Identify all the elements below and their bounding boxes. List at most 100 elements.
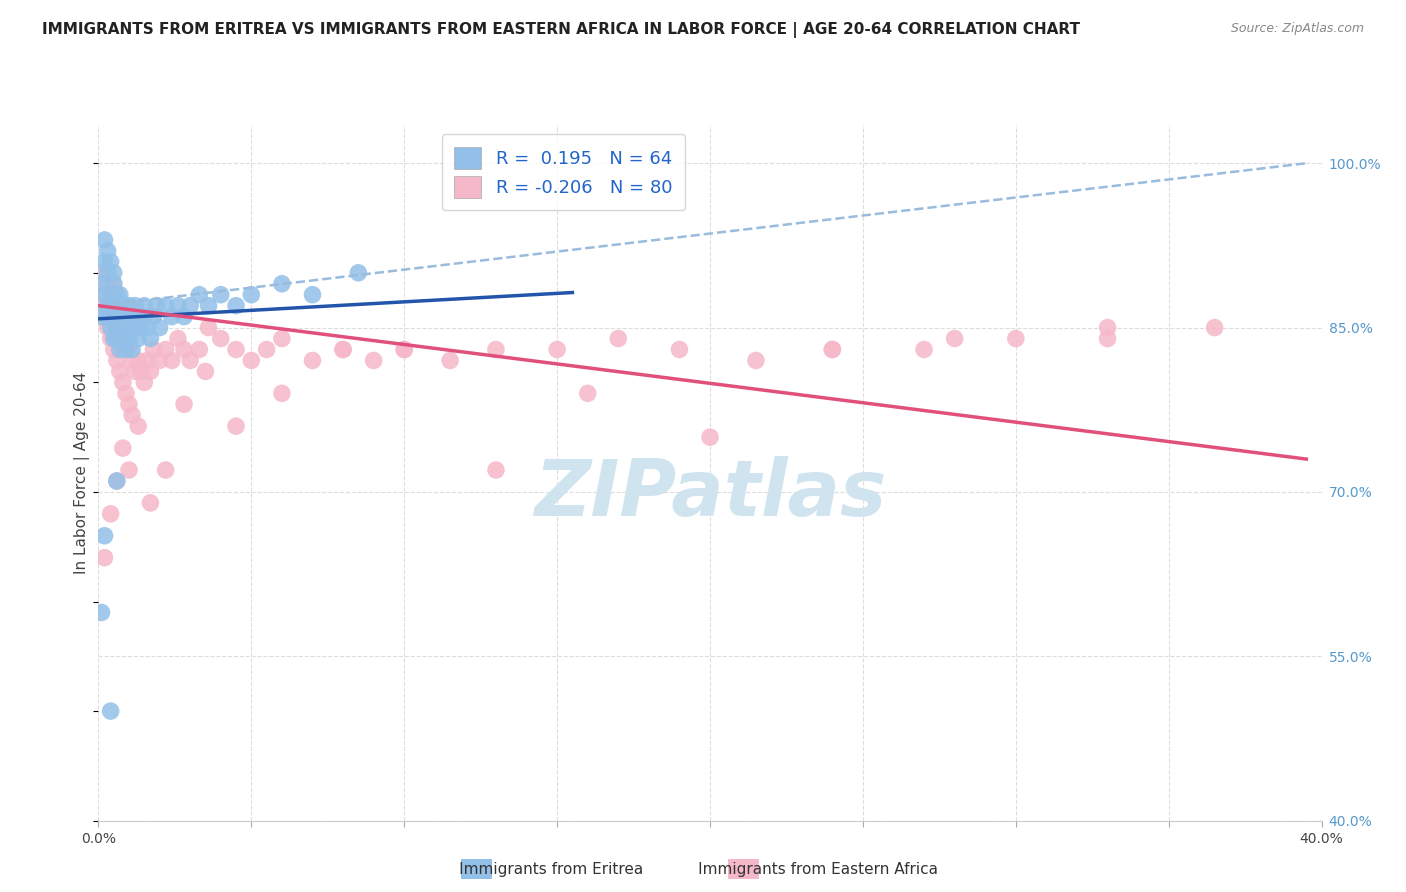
Point (97, 266, 120, 280)
Text: Source: ZipAtlas.com: Source: ZipAtlas.com (1230, 22, 1364, 36)
Point (136, 320, 159, 334)
Point (105, 353, 128, 368)
Point (347, 266, 370, 280)
Point (118, 397, 141, 411)
Point (103, 266, 125, 280)
Point (485, 463, 508, 477)
Point (93, 255, 115, 269)
Point (145, 299, 167, 313)
Point (111, 332, 134, 346)
Text: Immigrants from Eastern Africa: Immigrants from Eastern Africa (665, 863, 938, 877)
Point (179, 299, 201, 313)
Point (699, 430, 721, 444)
Point (1097, 320, 1119, 334)
Point (136, 353, 159, 368)
Point (100, 255, 122, 269)
Point (142, 310, 165, 324)
Point (485, 343, 508, 357)
Point (173, 397, 195, 411)
Point (160, 353, 183, 368)
Point (97, 244, 120, 258)
Point (127, 353, 149, 368)
Point (134, 376, 156, 390)
Point (118, 320, 141, 334)
Point (139, 364, 162, 378)
Point (108, 310, 131, 324)
Point (105, 287, 128, 301)
Point (103, 310, 125, 324)
Point (100, 287, 122, 301)
Point (103, 310, 125, 324)
Point (225, 299, 247, 313)
Point (127, 332, 149, 346)
Point (139, 496, 162, 510)
Point (118, 463, 141, 477)
Point (97, 299, 120, 313)
Point (105, 474, 128, 488)
Point (155, 343, 177, 357)
Point (108, 364, 131, 378)
Point (103, 287, 125, 301)
Point (100, 299, 122, 313)
Point (111, 299, 134, 313)
Point (127, 419, 149, 434)
Point (149, 320, 172, 334)
Point (1004, 332, 1026, 346)
Point (105, 310, 128, 324)
Point (139, 332, 162, 346)
Point (108, 287, 131, 301)
Point (124, 299, 146, 313)
Point (134, 299, 156, 313)
Point (97, 310, 120, 324)
Point (103, 332, 125, 346)
Point (90, 277, 112, 291)
Point (270, 277, 292, 291)
Point (121, 343, 143, 357)
Point (90, 299, 112, 313)
Point (121, 353, 143, 368)
Point (332, 343, 354, 357)
Point (142, 343, 165, 357)
Point (256, 343, 278, 357)
Point (155, 463, 177, 477)
Point (100, 287, 122, 301)
Point (105, 332, 128, 346)
Point (93, 233, 115, 247)
Point (129, 364, 152, 378)
Point (97, 320, 120, 334)
Point (209, 287, 232, 301)
Point (546, 343, 568, 357)
Point (118, 332, 141, 346)
Point (301, 353, 323, 368)
Point (124, 320, 146, 334)
Point (121, 310, 143, 324)
Text: ZIPatlas: ZIPatlas (534, 456, 886, 532)
Point (111, 320, 134, 334)
Point (439, 353, 461, 368)
Point (134, 310, 156, 324)
Point (93, 550, 115, 565)
Legend: R =  0.195   N = 64, R = -0.206   N = 80: R = 0.195 N = 64, R = -0.206 N = 80 (441, 134, 685, 211)
Point (90, 606, 112, 620)
Point (225, 343, 247, 357)
Point (100, 332, 122, 346)
Point (197, 299, 219, 313)
Point (576, 386, 599, 401)
Point (90, 266, 112, 280)
Point (332, 343, 354, 357)
Point (173, 310, 195, 324)
Point (115, 310, 138, 324)
Point (118, 343, 141, 357)
Point (115, 343, 138, 357)
Point (124, 364, 146, 378)
Point (240, 287, 263, 301)
Point (90, 310, 112, 324)
Point (1204, 320, 1226, 334)
Point (105, 320, 128, 334)
Point (93, 529, 115, 543)
Point (103, 277, 125, 291)
Point (821, 343, 844, 357)
Point (392, 343, 416, 357)
Point (97, 299, 120, 313)
Text: Immigrants from Eritrea: Immigrants from Eritrea (425, 863, 644, 877)
